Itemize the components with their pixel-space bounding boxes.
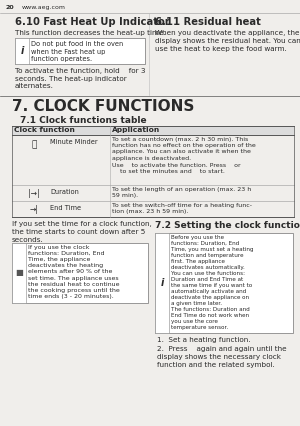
Text: ■: ■ — [15, 268, 23, 277]
Bar — [155, 233, 293, 333]
Text: If you set the time for a clock function,
the time starts to count down after 5
: If you set the time for a clock function… — [12, 221, 152, 242]
Bar — [155, 233, 169, 333]
Text: This function decreases the heat-up time.: This function decreases the heat-up time… — [15, 30, 166, 36]
Text: |→|: |→| — [28, 189, 40, 198]
Text: →|: →| — [29, 205, 38, 214]
Text: 7.2 Setting the clock functions: 7.2 Setting the clock functions — [155, 221, 300, 230]
Text: www.aeg.com: www.aeg.com — [22, 5, 66, 10]
Text: End Time: End Time — [50, 205, 81, 211]
Bar — [15, 38, 29, 64]
Text: i: i — [160, 278, 164, 288]
Text: To set the switch-off time for a heating func-
tion (max. 23 h 59 min).: To set the switch-off time for a heating… — [112, 203, 252, 214]
Text: 6.11 Residual heat: 6.11 Residual heat — [155, 17, 261, 27]
Text: 20: 20 — [5, 5, 14, 10]
Text: 2.  Press    again and again until the
display shows the necessary clock
functio: 2. Press again and again until the displ… — [157, 346, 286, 368]
Text: Clock function: Clock function — [14, 127, 75, 133]
Text: Do not put food in the oven
when the Fast heat up
function operates.: Do not put food in the oven when the Fas… — [31, 41, 123, 63]
Text: ␇: ␇ — [31, 140, 37, 149]
Text: When you deactivate the appliance, the
display shows the residual heat. You can
: When you deactivate the appliance, the d… — [155, 30, 300, 52]
Text: Before you use the
functions: Duration, End
Time, you must set a heating
functio: Before you use the functions: Duration, … — [171, 235, 253, 330]
Text: Application: Application — [112, 127, 160, 133]
Text: Minute Minder: Minute Minder — [50, 139, 98, 145]
Bar — [15, 38, 145, 64]
Text: To activate the function, hold    for 3
seconds. The heat-up indicator
alternate: To activate the function, hold for 3 sec… — [15, 68, 146, 89]
Text: 1.  Set a heating function.: 1. Set a heating function. — [157, 337, 250, 343]
Bar — [12, 243, 148, 303]
Text: Use    to activate the function. Press    or
    to set the minutes and    to st: Use to activate the function. Press or t… — [112, 163, 241, 174]
Text: 7. CLOCK FUNCTIONS: 7. CLOCK FUNCTIONS — [12, 99, 194, 114]
Bar — [12, 243, 26, 303]
Text: To set the length of an operation (max. 23 h
59 min).: To set the length of an operation (max. … — [112, 187, 251, 198]
Text: 6.10 Fast Heat Up Indicator: 6.10 Fast Heat Up Indicator — [15, 17, 170, 27]
Text: To set a countdown (max. 2 h 30 min). This
function has no effect on the operati: To set a countdown (max. 2 h 30 min). Th… — [112, 137, 256, 161]
Text: If you use the clock
functions: Duration, End
Time, the appliance
deactivates th: If you use the clock functions: Duration… — [28, 245, 120, 299]
Bar — [12, 126, 294, 135]
Text: 7.1 Clock functions table: 7.1 Clock functions table — [20, 116, 147, 125]
Text: i: i — [20, 46, 24, 56]
Text: Duration: Duration — [50, 189, 79, 195]
